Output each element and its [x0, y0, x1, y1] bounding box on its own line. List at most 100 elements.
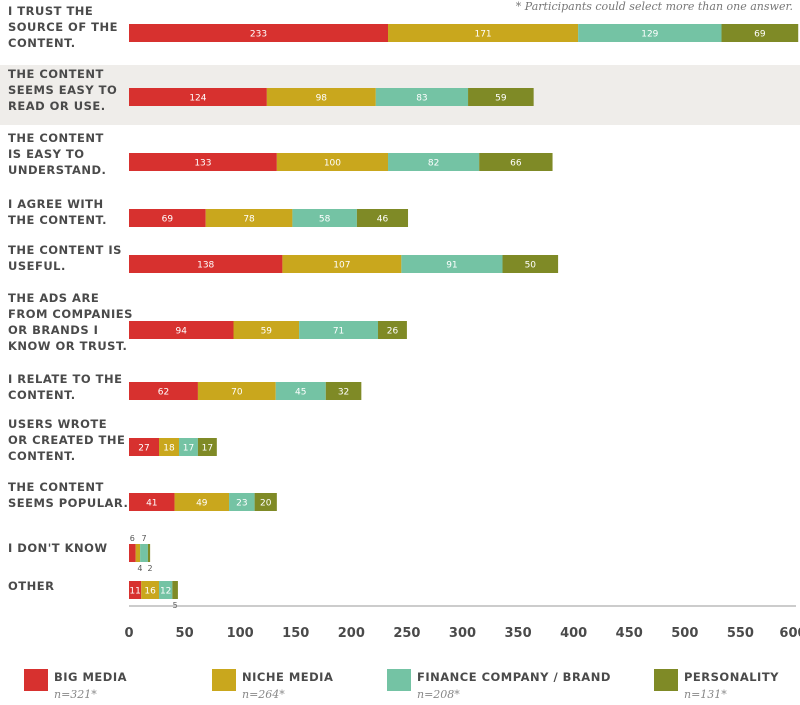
category-label-line: THE CONTENT [8, 67, 104, 81]
category-label: THE CONTENT IS USEFUL. [8, 243, 122, 273]
category-label-line: THE CONTENT [8, 480, 104, 494]
legend-label: FINANCE COMPANY / BRAND [417, 670, 611, 684]
x-tick-label: 300 [449, 626, 476, 641]
category-label-line: UNDERSTAND. [8, 163, 106, 177]
category-label: THE CONTENT SEEMS EASY TO READ OR USE. [8, 67, 117, 113]
bar-segment [388, 24, 579, 42]
bar-segment [129, 24, 389, 42]
category-label-line: SOURCE OF THE [8, 20, 118, 34]
bar-segment [141, 581, 160, 599]
bar-value-label: 27 [138, 444, 149, 454]
x-tick-label: 550 [727, 626, 754, 641]
bar-value-label: 82 [428, 159, 439, 169]
category-label-line: I DON'T KNOW [8, 541, 108, 555]
bar-value-label: 11 [129, 587, 140, 597]
bar-value-label: 100 [324, 159, 341, 169]
bar-value-label: 50 [525, 261, 537, 271]
x-tick-label: 250 [393, 626, 420, 641]
legend-swatch [212, 669, 236, 691]
category-label: I TRUST THE SOURCE OF THE CONTENT. [8, 4, 118, 50]
legend-label: PERSONALITY [684, 670, 779, 684]
bar-value-label: 233 [250, 30, 267, 40]
bar-value-label: 129 [641, 30, 658, 40]
bar-value-label: 46 [377, 215, 389, 225]
bar-segment [129, 382, 198, 400]
legend-swatch [387, 669, 411, 691]
bar-value-label: 16 [144, 587, 156, 597]
category-label-line: THE CONTENT. [8, 213, 107, 227]
bar-segment [179, 438, 198, 456]
x-tick-label: 150 [282, 626, 309, 641]
bar-value-label: 49 [196, 499, 208, 509]
bar-segment [135, 544, 141, 562]
bar-segment [275, 382, 326, 400]
bar-value-label: 2 [147, 564, 152, 573]
bar-value-label: 12 [160, 587, 171, 597]
bar-value-label: 4 [137, 564, 142, 573]
legend-swatch [654, 669, 678, 691]
category-label-line: THE ADS ARE [8, 291, 99, 305]
category-label: THE ADS ARE FROM COMPANIES OR BRANDS I KNOW… [8, 291, 133, 353]
category-label-line: READ OR USE. [8, 99, 106, 113]
bar-segment [140, 544, 148, 562]
x-tick-label: 200 [338, 626, 365, 641]
category-label-line: SEEMS POPULAR. [8, 496, 128, 510]
category-label-line: OR BRANDS I [8, 323, 98, 337]
bar-value-label: 98 [316, 94, 328, 104]
category-label-line: SEEMS EASY TO [8, 83, 117, 97]
category-label-line: CONTENT. [8, 36, 76, 50]
bar-segment [129, 493, 175, 511]
bar-segment [129, 153, 277, 171]
bar-segment [356, 209, 409, 227]
legend-label: NICHE MEDIA [242, 670, 333, 684]
bar-value-label: 138 [197, 261, 214, 271]
x-tick-label: 600 [779, 626, 800, 641]
bar-value-label: 59 [261, 327, 273, 337]
bar-value-label: 78 [243, 215, 255, 225]
bar-segment [129, 544, 136, 562]
bar-segment [282, 255, 402, 273]
bar-segment [129, 321, 234, 339]
bar-segment [197, 382, 276, 400]
legend-sample-size: n=208* [417, 688, 460, 701]
bar-segment [159, 581, 173, 599]
bar-value-label: 26 [387, 327, 399, 337]
category-label-line: USERS WROTE [8, 417, 107, 431]
bar-value-label: 94 [176, 327, 188, 337]
bar-segment [388, 153, 480, 171]
bar-value-label: 7 [141, 534, 146, 543]
bar-value-label: 41 [146, 499, 157, 509]
category-label-line: OTHER [8, 579, 54, 593]
category-label: THE CONTENT IS EASY TO UNDERSTAND. [8, 131, 106, 177]
legend-sample-size: n=131* [684, 688, 727, 701]
category-label-line: FROM COMPANIES [8, 307, 133, 321]
x-tick-label: 450 [616, 626, 643, 641]
bar-segment [502, 255, 559, 273]
bar-segment [375, 88, 469, 106]
category-label: I RELATE TO THE CONTENT. [8, 372, 122, 402]
x-tick-label: 50 [176, 626, 194, 641]
category-label-line: CONTENT. [8, 449, 76, 463]
category-label-line: THE CONTENT [8, 131, 104, 145]
bar-segment [276, 153, 389, 171]
bar-value-label: 17 [202, 444, 213, 454]
bar-value-label: 69 [162, 215, 174, 225]
x-tick-label: 0 [124, 626, 133, 641]
bar-segment [233, 321, 300, 339]
legend-sample-size: n=264* [242, 688, 285, 701]
bar-segment [479, 153, 553, 171]
category-label-line: I TRUST THE [8, 4, 93, 18]
category-label-line: THE CONTENT IS [8, 243, 122, 257]
bar-value-label: 17 [183, 444, 194, 454]
bar-segment [468, 88, 534, 106]
category-label-line: I AGREE WITH [8, 197, 104, 211]
x-tick-label: 350 [505, 626, 532, 641]
category-label-line: OR CREATED THE [8, 433, 125, 447]
x-tick-label: 400 [560, 626, 587, 641]
category-label: OTHER [8, 579, 54, 593]
bar-segment [721, 24, 799, 42]
bar-segment [205, 209, 293, 227]
bar-segment [172, 581, 178, 599]
bar-value-label: 83 [416, 94, 427, 104]
